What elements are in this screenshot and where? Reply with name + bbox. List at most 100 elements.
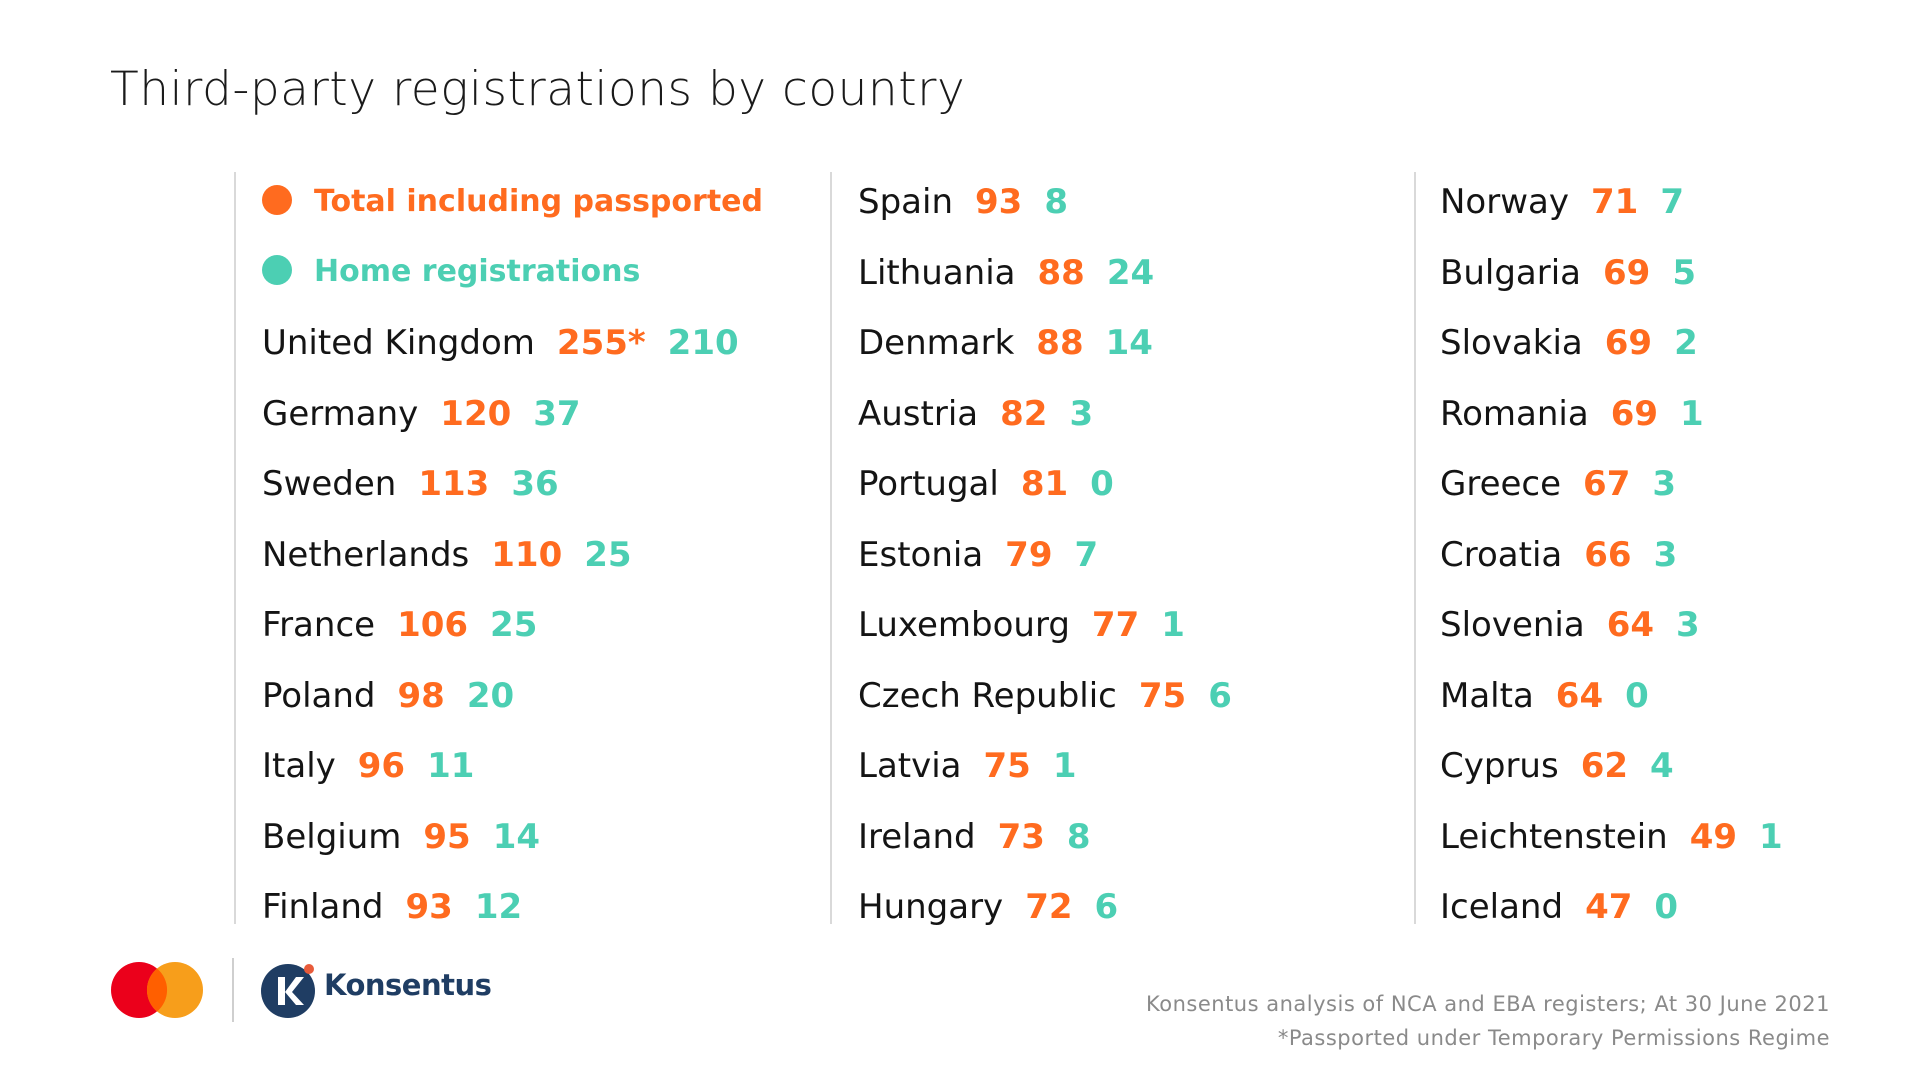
country-name: Lithuania xyxy=(858,252,1016,293)
home-value: 2 xyxy=(1674,323,1698,363)
country-row: Cyprus 62 4 xyxy=(1440,736,1674,796)
total-value: 71 xyxy=(1590,182,1639,222)
home-value: 3 xyxy=(1652,464,1677,504)
country-row: Lithuania 88 24 xyxy=(858,243,1154,303)
total-value: 62 xyxy=(1580,746,1629,786)
total-value: 67 xyxy=(1583,464,1631,504)
country-row: Romania 69 1 xyxy=(1440,384,1704,444)
total-value: 93 xyxy=(405,887,453,927)
total-value: 96 xyxy=(357,746,406,786)
country-row: Spain 93 8 xyxy=(858,172,1068,232)
country-row: Austria 82 3 xyxy=(858,384,1093,444)
country-name: Bulgaria xyxy=(1440,252,1581,293)
total-value: 69 xyxy=(1603,252,1651,293)
country-name: Denmark xyxy=(858,323,1015,363)
total-value: 120 xyxy=(440,393,512,434)
home-value: 24 xyxy=(1106,252,1155,293)
home-value: 1 xyxy=(1052,746,1077,786)
country-name: Hungary xyxy=(858,887,1004,927)
country-row: Belgium 95 14 xyxy=(262,807,540,867)
country-name: Romania xyxy=(1440,393,1589,434)
country-column-2: Spain 93 8 Lithuania 88 24 Denmark 88 14 Austria 8… xyxy=(858,172,1408,927)
country-row: France 106 25 xyxy=(262,595,537,655)
country-name: Austria xyxy=(858,393,979,434)
home-value: 25 xyxy=(584,534,632,575)
total-value: 110 xyxy=(491,534,563,575)
total-value: 64 xyxy=(1606,605,1655,645)
country-name: Greece xyxy=(1440,464,1562,504)
country-name: Malta xyxy=(1440,675,1534,716)
home-value: 3 xyxy=(1653,534,1678,575)
home-value: 5 xyxy=(1672,252,1696,293)
total-value: 64 xyxy=(1555,675,1604,716)
country-name: Spain xyxy=(858,182,953,222)
total-value: 66 xyxy=(1584,534,1632,575)
home-value: 8 xyxy=(1044,182,1068,222)
total-value: 106 xyxy=(397,605,469,645)
home-value: 0 xyxy=(1654,887,1679,927)
home-value: 3 xyxy=(1069,393,1094,434)
column-divider-3 xyxy=(1414,172,1416,924)
country-name: Germany xyxy=(262,393,419,434)
total-value: 69 xyxy=(1610,393,1659,434)
country-name: Cyprus xyxy=(1440,746,1559,786)
home-value: 37 xyxy=(533,393,581,434)
country-name: Portugal xyxy=(858,464,999,504)
country-row: Czech Republic 75 6 xyxy=(858,666,1232,726)
country-row: Luxembourg 77 1 xyxy=(858,595,1185,655)
country-name: France xyxy=(262,605,376,645)
total-value: 49 xyxy=(1689,816,1738,857)
country-name: Sweden xyxy=(262,464,397,504)
country-name: Finland xyxy=(262,887,384,927)
country-row: Denmark 88 14 xyxy=(858,313,1153,373)
country-row: Slovenia 64 3 xyxy=(1440,595,1700,655)
total-value: 79 xyxy=(1005,534,1053,575)
legend-home-label: Home registrations xyxy=(314,254,641,289)
total-value: 98 xyxy=(397,675,445,716)
total-value: 93 xyxy=(975,182,1023,222)
total-value: 75 xyxy=(983,746,1031,786)
country-row: Netherlands 110 25 xyxy=(262,525,632,585)
country-name: Belgium xyxy=(262,816,402,857)
country-row: Portugal 81 0 xyxy=(858,454,1114,514)
total-value: 47 xyxy=(1585,887,1633,927)
country-row: Sweden 113 36 xyxy=(262,454,559,514)
country-row: Latvia 75 1 xyxy=(858,736,1077,796)
legend-total-label: Total including passported xyxy=(314,184,763,219)
home-value: 14 xyxy=(1105,323,1153,363)
total-value: 88 xyxy=(1036,323,1084,363)
country-name: Estonia xyxy=(858,534,984,575)
total-value: 82 xyxy=(1000,393,1048,434)
legend-total: Total including passported xyxy=(262,172,763,232)
country-row: Poland 98 20 xyxy=(262,666,514,726)
home-value: 0 xyxy=(1090,464,1114,504)
country-name: Norway xyxy=(1440,182,1569,222)
country-row: Bulgaria 69 5 xyxy=(1440,243,1696,303)
country-name: Iceland xyxy=(1440,887,1564,927)
country-row: United Kingdom 255* 210 xyxy=(262,313,739,373)
footer-note: *Passported under Temporary Permissions … xyxy=(1277,1026,1830,1050)
konsentus-k-icon xyxy=(261,964,315,1018)
country-name: Poland xyxy=(262,675,376,716)
country-row: Iceland 47 0 xyxy=(1440,877,1678,937)
country-row: Leichtenstein 49 1 xyxy=(1440,807,1783,867)
konsentus-wordmark: Konsentus xyxy=(324,968,492,1002)
country-row: Estonia 79 7 xyxy=(858,525,1098,585)
home-value: 7 xyxy=(1660,182,1684,222)
home-value: 14 xyxy=(492,816,541,857)
home-value: 36 xyxy=(511,464,559,504)
total-value: 95 xyxy=(423,816,471,857)
country-name: Czech Republic xyxy=(858,675,1117,716)
country-row: Croatia 66 3 xyxy=(1440,525,1677,585)
logo-divider xyxy=(232,958,234,1022)
country-name: Slovakia xyxy=(1440,323,1583,363)
home-value: 210 xyxy=(667,323,739,363)
home-value: 11 xyxy=(427,746,475,786)
country-row: Malta 64 0 xyxy=(1440,666,1649,726)
home-value: 8 xyxy=(1066,816,1091,857)
home-value: 20 xyxy=(466,675,515,716)
home-value: 3 xyxy=(1676,605,1700,645)
column-divider-2 xyxy=(830,172,832,924)
home-value: 4 xyxy=(1650,746,1674,786)
country-name: Latvia xyxy=(858,746,962,786)
